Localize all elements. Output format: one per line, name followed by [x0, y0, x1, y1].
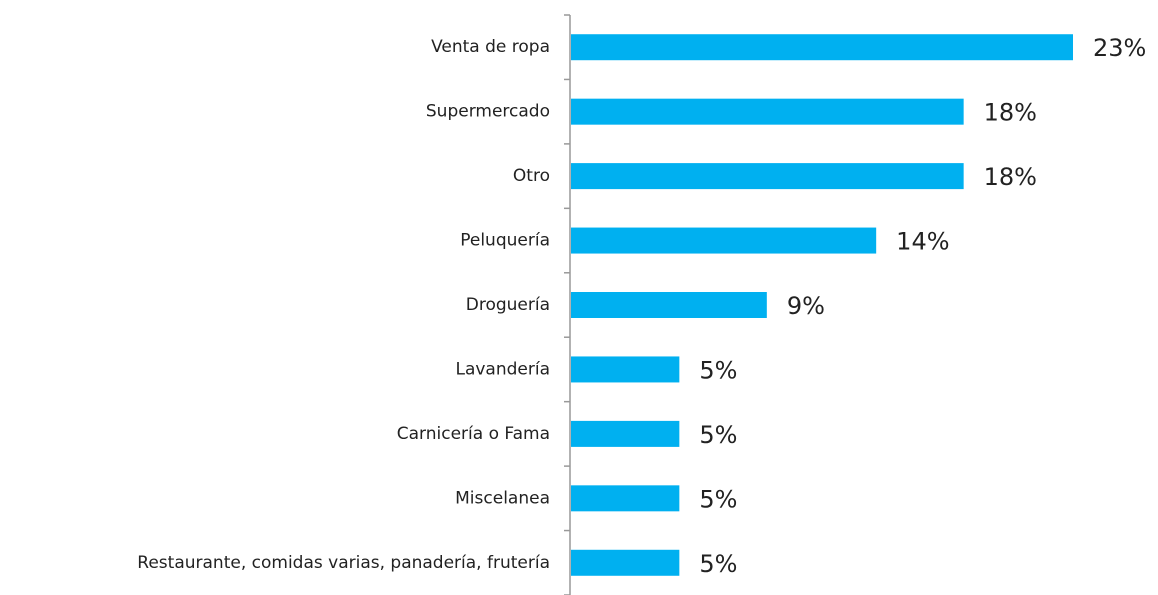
value-label: 5%: [699, 356, 737, 384]
value-label: 5%: [699, 485, 737, 513]
value-label: 23%: [1093, 34, 1146, 62]
category-label: Miscelanea: [455, 488, 550, 508]
category-label: Peluquería: [460, 231, 550, 251]
category-label: Restaurante, comidas varias, panadería, …: [137, 553, 550, 573]
value-label: 9%: [787, 292, 825, 320]
bar: [571, 34, 1073, 61]
category-label: Venta de ropa: [431, 37, 550, 57]
value-label: 5%: [699, 421, 737, 449]
value-label: 5%: [699, 550, 737, 578]
bar: [571, 549, 680, 576]
category-label: Carnicería o Fama: [397, 424, 550, 444]
bar: [571, 420, 680, 447]
bar: [571, 98, 964, 125]
bar: [571, 163, 964, 190]
bar: [571, 356, 680, 383]
category-label: Droguería: [466, 295, 550, 315]
bar: [571, 485, 680, 512]
value-label: 18%: [984, 163, 1037, 191]
bar: [571, 227, 877, 254]
category-label: Otro: [513, 166, 550, 186]
value-label: 18%: [984, 99, 1037, 127]
bar: [571, 292, 767, 318]
category-label: Supermercado: [426, 102, 550, 122]
category-label: Lavandería: [455, 359, 550, 379]
value-label: 14%: [896, 228, 949, 256]
